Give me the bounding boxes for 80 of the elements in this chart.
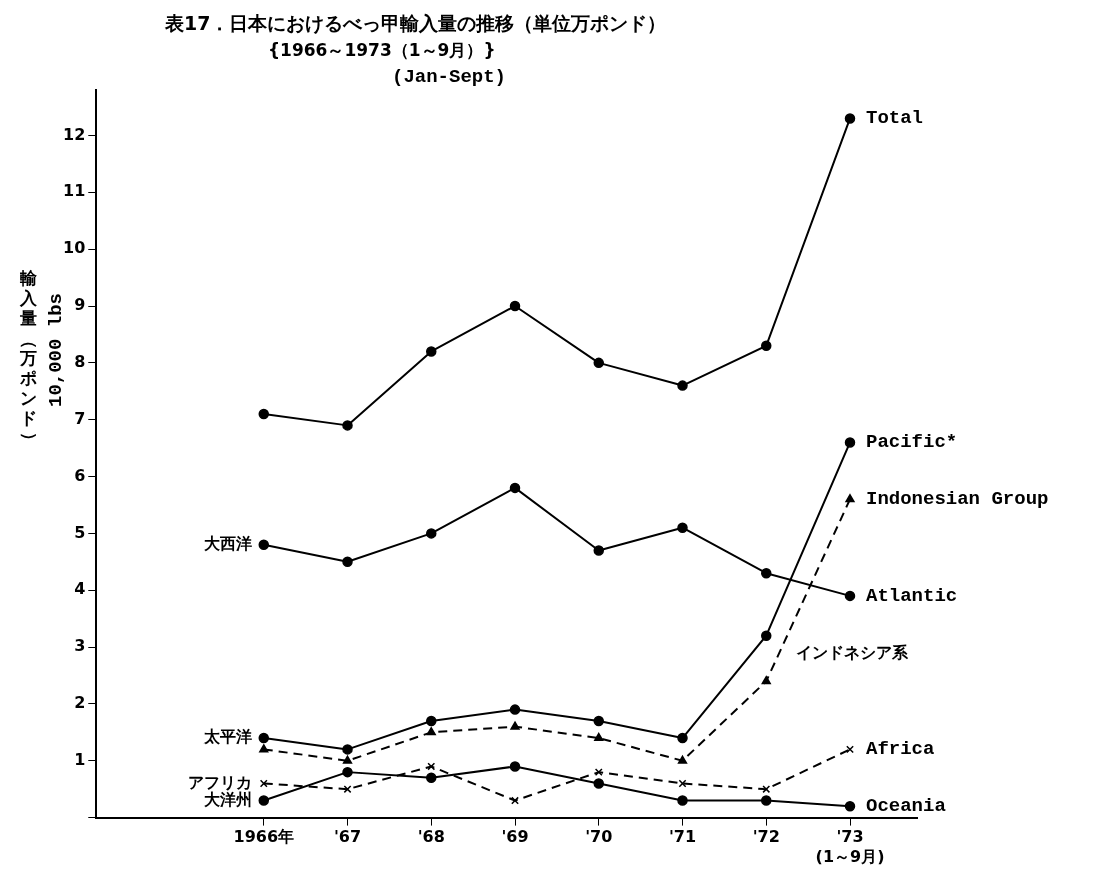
point (258, 408, 270, 420)
point (258, 539, 270, 550)
x-tick-label: '69 (501, 827, 529, 847)
y-tick-label: 4 (74, 579, 86, 599)
point (342, 556, 353, 568)
point (761, 795, 772, 806)
point (343, 785, 352, 794)
point (593, 778, 605, 789)
point (593, 545, 605, 556)
annotation: 大洋州 (203, 789, 252, 809)
x-tick-label: '67 (333, 827, 362, 847)
y-tick-label: 5 (74, 522, 86, 542)
x-tick-label: '70 (585, 827, 613, 847)
x-tick-label: '72 (752, 827, 780, 847)
point (258, 795, 270, 806)
point (844, 113, 856, 124)
point (593, 715, 605, 727)
point (509, 482, 521, 494)
point (761, 630, 772, 641)
point (845, 494, 855, 503)
y-tick-label: 9 (74, 295, 86, 315)
chart-title: 表17．日本におけるべっ甲輸入量の推移（単位万ポンド） (164, 12, 667, 34)
point (426, 528, 437, 539)
y-tick-label: 6 (74, 465, 86, 485)
series-label: Indonesian Group (866, 488, 1049, 511)
point (426, 346, 437, 357)
annotation: 大西洋 (203, 533, 252, 553)
point (259, 779, 268, 788)
series-label: Atlantic (866, 584, 958, 607)
point (258, 732, 270, 744)
point (426, 715, 437, 727)
y-tick-label: 8 (74, 352, 86, 372)
y-tick-label: 2 (74, 693, 86, 713)
x-tick-label: '71 (668, 827, 697, 847)
point (342, 755, 353, 764)
series-label: Total (866, 107, 924, 130)
point (427, 762, 436, 771)
series-label: Oceania (866, 795, 946, 818)
point (761, 567, 772, 579)
chart-subtitle: {1966～1973（1～9月）} (Jan-Sept) (268, 40, 507, 88)
y-tick-label: 3 (74, 636, 86, 656)
annotation: 太平洋 (202, 727, 252, 747)
point (761, 675, 771, 685)
point (594, 732, 604, 742)
point (761, 340, 772, 352)
point (677, 522, 688, 533)
x-tick-label: '73 (1～9月) (815, 827, 885, 866)
series-label: Pacific* (866, 431, 958, 454)
annotation: インドネシア系 (796, 643, 910, 663)
point (844, 590, 856, 602)
x-tick-label: '68 (417, 827, 445, 847)
point (510, 721, 520, 730)
y-tick-label: 11 (63, 181, 86, 201)
point (844, 437, 856, 448)
point (342, 420, 353, 431)
point (678, 779, 687, 788)
point (844, 800, 856, 812)
point (509, 761, 521, 772)
point (426, 727, 436, 736)
y-tick-label: 1 (74, 749, 86, 769)
x-tick-label: 1966年 (233, 827, 295, 847)
point (342, 766, 353, 778)
point (677, 795, 688, 806)
point (677, 732, 688, 744)
point (259, 744, 269, 753)
point (593, 357, 605, 369)
point (426, 772, 437, 784)
point (677, 380, 688, 391)
y-tick-label: 12 (63, 124, 86, 144)
annotation: アフリカ (187, 772, 252, 792)
point (509, 300, 521, 312)
point (509, 704, 521, 715)
y-tick-label: 10 (63, 238, 86, 258)
y-tick-label: 7 (74, 408, 86, 428)
series-label: Africa (866, 738, 935, 761)
point (511, 796, 519, 805)
point (762, 785, 771, 794)
point (594, 768, 603, 777)
point (677, 755, 688, 764)
point (342, 744, 353, 755)
